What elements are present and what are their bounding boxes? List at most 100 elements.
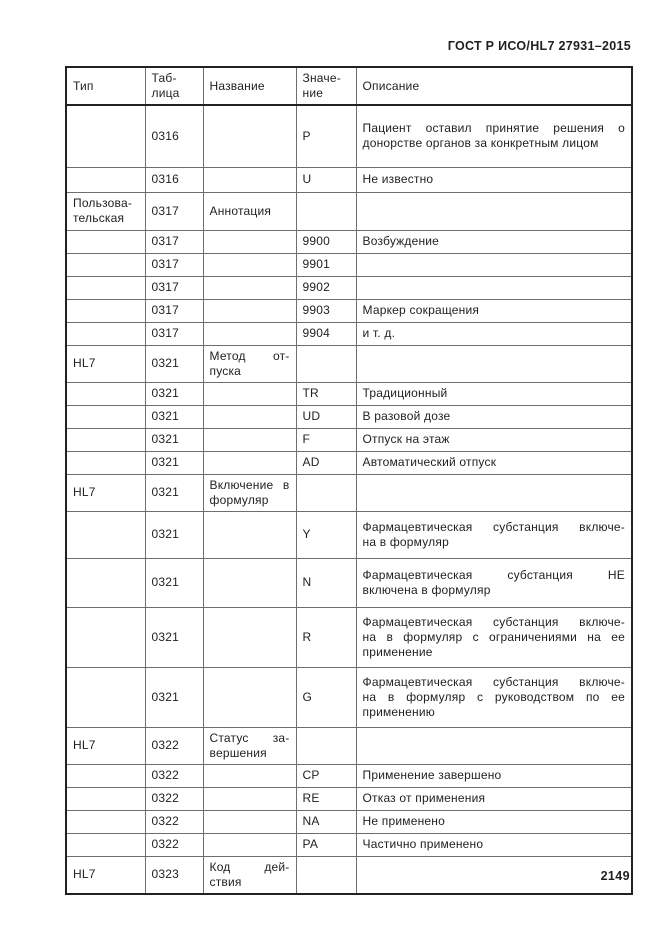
table-row: 0321 AD Автоматический отпуск	[65, 450, 633, 475]
table-row: 0321 Y Фармацевтическая субстанция включ…	[65, 510, 633, 559]
cell-type	[65, 427, 146, 452]
cell-description: Фармацевтическая субстанция включе-на в …	[355, 606, 633, 668]
cell-description: Маркер сокращения	[355, 298, 633, 323]
cell-type	[65, 229, 146, 254]
cell-type	[65, 510, 146, 559]
cell-table: 0321	[144, 381, 204, 406]
cell-description: Не применено	[355, 809, 633, 834]
cell-value: R	[295, 606, 357, 668]
table-row: 0322 CP Применение завершено	[65, 763, 633, 788]
cell-description	[355, 726, 633, 765]
cell-name: Аннотация	[202, 191, 297, 231]
cell-value: 9901	[295, 252, 357, 277]
cell-description: Пациент оставил принятие решения о донорс…	[355, 104, 633, 168]
cell-value	[295, 344, 357, 383]
cell-type	[65, 809, 146, 834]
cell-value: F	[295, 427, 357, 452]
table-row: 0317 9904 и т. д.	[65, 321, 633, 346]
cell-type	[65, 298, 146, 323]
table-row: 0316 U Не известно	[65, 166, 633, 193]
cell-name: Код дей-ствия	[202, 855, 297, 894]
cell-type	[65, 381, 146, 406]
cell-table: 0316	[144, 104, 204, 168]
cell-table: 0317	[144, 321, 204, 346]
table-row: 0321 G Фармацевтическая субстанция включ…	[65, 666, 633, 728]
cell-description: Фармацевтическая субстанция включе-на в …	[355, 666, 633, 728]
cell-name	[202, 809, 297, 834]
cell-table: 0322	[144, 763, 204, 788]
cell-name	[202, 557, 297, 608]
table-row: 0322 PA Частично применено	[65, 832, 633, 857]
cell-description	[355, 252, 633, 277]
cell-table: 0321	[144, 427, 204, 452]
cell-type: HL7	[65, 344, 146, 383]
cell-value: 9904	[295, 321, 357, 346]
cell-description: Отказ от применения	[355, 786, 633, 811]
cell-type	[65, 832, 146, 857]
cell-description	[355, 473, 633, 512]
cell-type	[65, 786, 146, 811]
cell-description: Традиционный	[355, 381, 633, 406]
cell-type	[65, 275, 146, 300]
cell-name: Включение в формуляр	[202, 473, 297, 512]
cell-name	[202, 252, 297, 277]
cell-table: 0323	[144, 855, 204, 894]
cell-value: 9902	[295, 275, 357, 300]
cell-table: 0322	[144, 726, 204, 765]
cell-name	[202, 666, 297, 728]
cell-value	[295, 726, 357, 765]
col-header-type: Тип	[65, 66, 146, 106]
cell-value: NA	[295, 809, 357, 834]
cell-table: 0317	[144, 275, 204, 300]
col-header-description: Описание	[355, 66, 633, 106]
cell-name	[202, 321, 297, 346]
cell-value: 9903	[295, 298, 357, 323]
table-row: 0317 9903 Маркер сокращения	[65, 298, 633, 323]
cell-type: HL7	[65, 855, 146, 894]
cell-description: и т. д.	[355, 321, 633, 346]
cell-value: AD	[295, 450, 357, 475]
table-row: 0322 NA Не применено	[65, 809, 633, 834]
cell-table: 0317	[144, 252, 204, 277]
cell-name	[202, 104, 297, 168]
cell-description: Не известно	[355, 166, 633, 193]
cell-type	[65, 666, 146, 728]
cell-type	[65, 557, 146, 608]
cell-table: 0316	[144, 166, 204, 193]
cell-type	[65, 404, 146, 429]
cell-table: 0321	[144, 666, 204, 728]
cell-description: Фармацевтическая субстанция включе-на в …	[355, 510, 633, 559]
col-header-table: Таб-лица	[144, 66, 204, 106]
col-header-value: Значе-ние	[295, 66, 357, 106]
table-row: 0321 N Фармацевтическая субстанция НЕ вкл…	[65, 557, 633, 608]
cell-type	[65, 252, 146, 277]
cell-table: 0317	[144, 191, 204, 231]
cell-table: 0321	[144, 557, 204, 608]
cell-description: Отпуск на этаж	[355, 427, 633, 452]
cell-name	[202, 763, 297, 788]
cell-description: Применение завершено	[355, 763, 633, 788]
cell-table: 0321	[144, 344, 204, 383]
cell-description	[355, 191, 633, 231]
table-row: HL7 0321 Включение в формуляр	[65, 473, 633, 512]
cell-type	[65, 763, 146, 788]
cell-description	[355, 344, 633, 383]
table-row: 0321 F Отпуск на этаж	[65, 427, 633, 452]
table-row: HL7 0323 Код дей-ствия	[65, 855, 633, 894]
cell-value: U	[295, 166, 357, 193]
cell-name	[202, 786, 297, 811]
table-row: 0317 9902	[65, 275, 633, 300]
cell-description	[355, 855, 633, 894]
cell-table: 0317	[144, 298, 204, 323]
table-row: HL7 0322 Статус за-вершения	[65, 726, 633, 765]
cell-name: Метод от-пуска	[202, 344, 297, 383]
table-row: 0317 9901	[65, 252, 633, 277]
cell-name	[202, 450, 297, 475]
cell-description: Частично применено	[355, 832, 633, 857]
cell-description: В разовой дозе	[355, 404, 633, 429]
codes-table: Тип Таб-лица Название Значе-ние Описание…	[65, 66, 633, 895]
table-row: 0321 R Фармацевтическая субстанция включ…	[65, 606, 633, 668]
cell-name: Статус за-вершения	[202, 726, 297, 765]
cell-name	[202, 404, 297, 429]
cell-table: 0321	[144, 606, 204, 668]
